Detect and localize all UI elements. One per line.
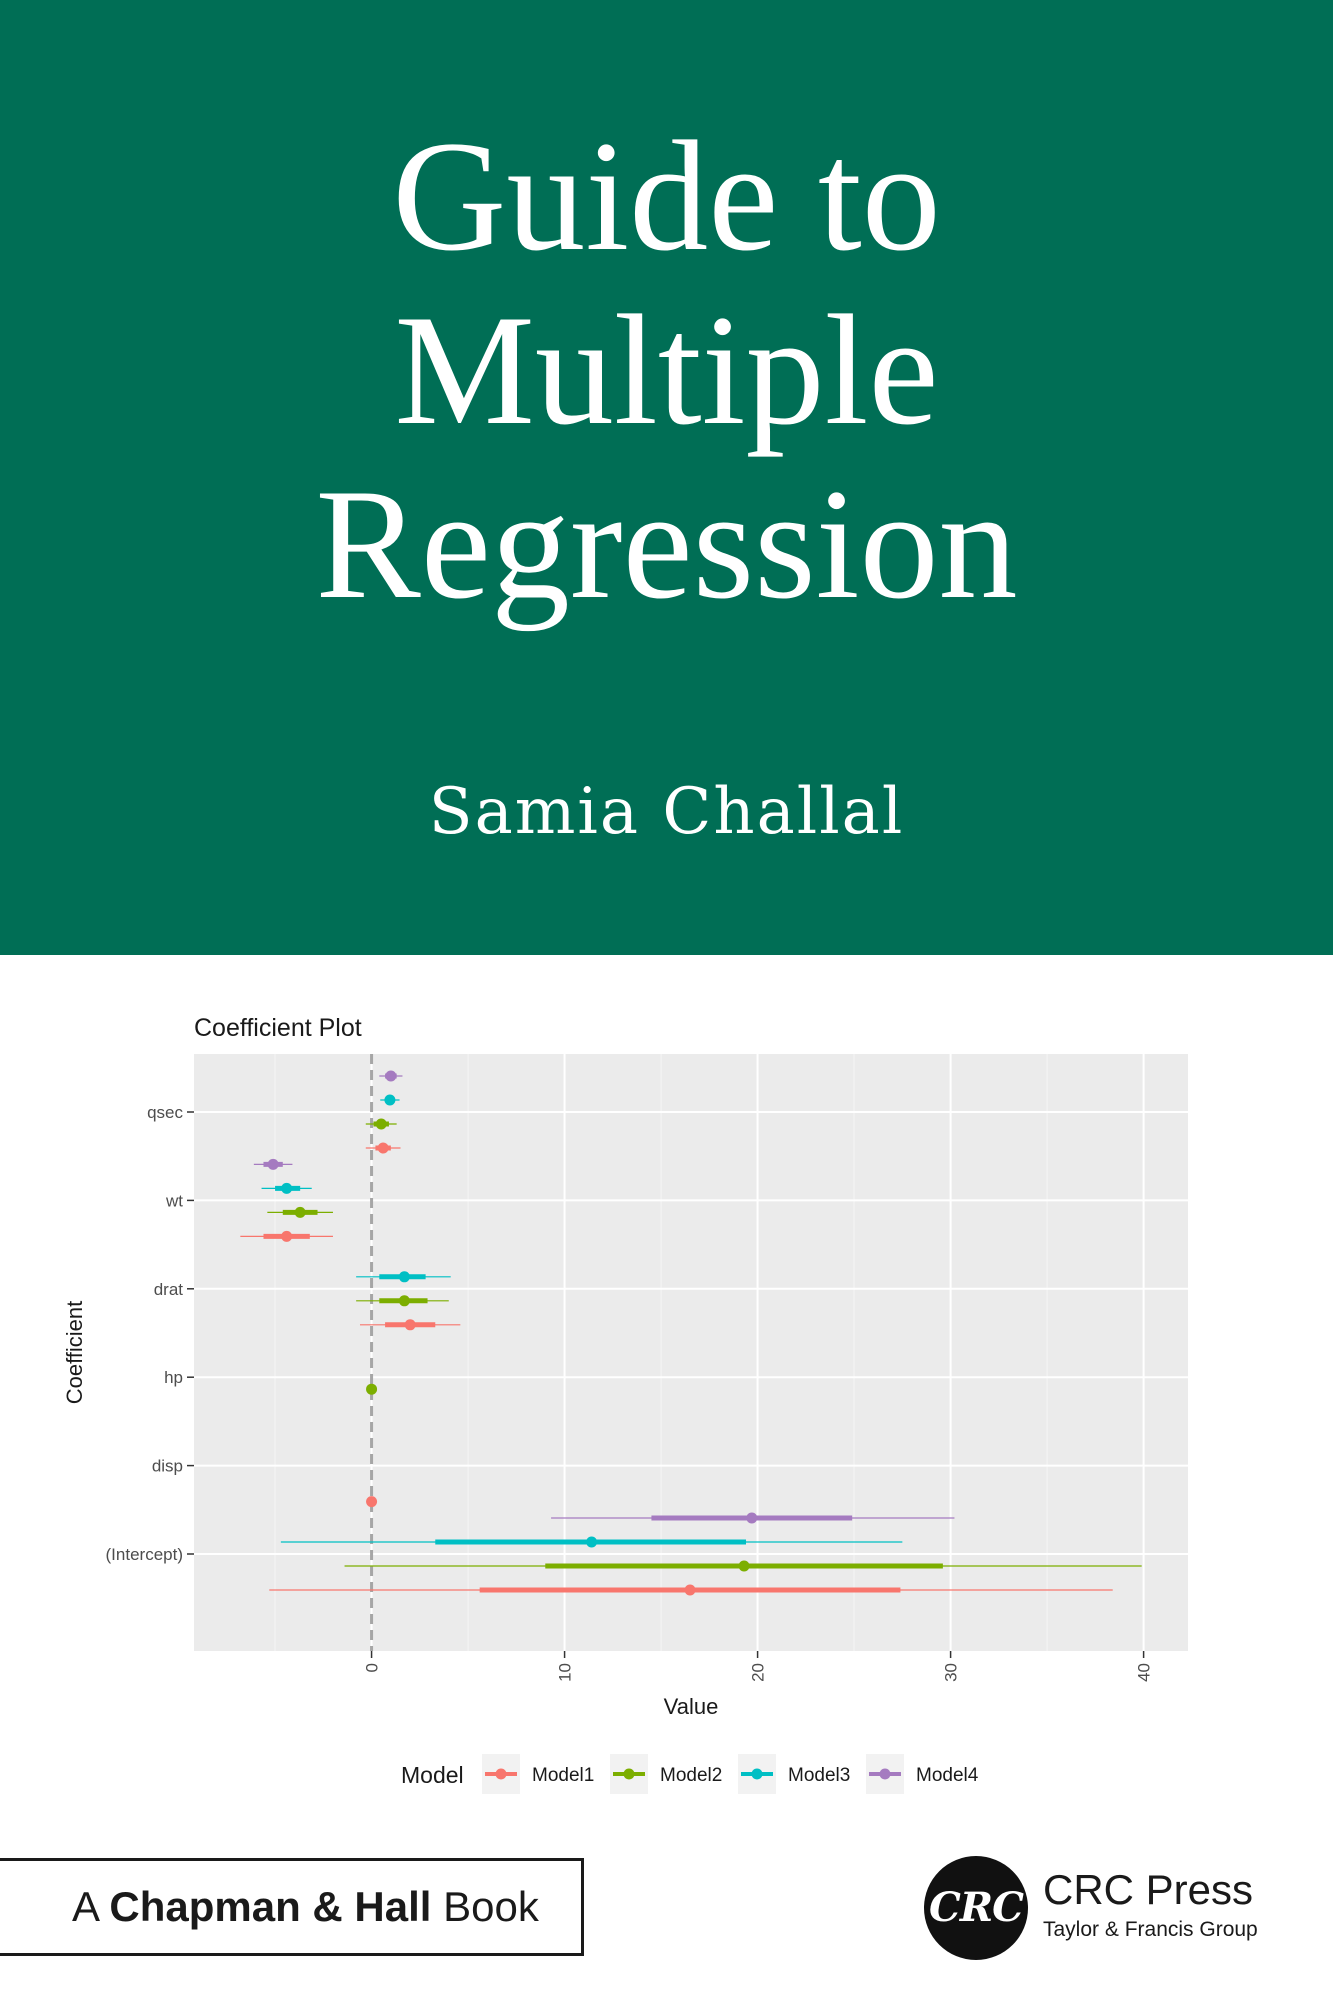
title-line-1: Guide to [392, 109, 941, 284]
estimate-point [384, 1094, 396, 1106]
legend-label: Model4 [916, 1765, 979, 1786]
series-suffix: Book [443, 1883, 539, 1930]
y-tick-label: (Intercept) [106, 1545, 183, 1564]
legend-key-point [623, 1768, 635, 1780]
estimate-point [375, 1118, 387, 1130]
y-tick-label: disp [152, 1457, 183, 1476]
estimate-point [366, 1383, 378, 1395]
estimate-point [586, 1536, 598, 1548]
estimate-point [377, 1142, 389, 1154]
estimate-point [404, 1319, 416, 1331]
series-box: A Chapman & Hall Book [0, 1858, 584, 1956]
crc-logo-icon: CRC [924, 1856, 1028, 1960]
x-tick-label: 20 [749, 1663, 768, 1682]
estimate-point [267, 1158, 279, 1170]
publisher-name: CRC Press [1043, 1866, 1254, 1913]
x-tick-label: 30 [942, 1663, 961, 1682]
cover-band: Guide to Multiple Regression Samia Chall… [0, 0, 1333, 955]
x-tick-label: 40 [1135, 1663, 1154, 1682]
x-tick-label: 0 [363, 1663, 382, 1672]
y-tick-label: hp [164, 1368, 183, 1387]
estimate-point [281, 1182, 293, 1194]
estimate-point [294, 1206, 306, 1218]
plot-panel [194, 1054, 1188, 1651]
x-tick-label: 10 [556, 1663, 575, 1682]
publisher-subtitle: Taylor & Francis Group [1043, 1918, 1258, 1941]
author-name: Samia Challal [428, 775, 905, 849]
x-axis-title: Value [664, 1694, 719, 1719]
y-tick-label: wt [165, 1191, 183, 1210]
estimate-point [398, 1271, 410, 1283]
estimate-point [398, 1295, 410, 1307]
series-prefix: A [72, 1883, 98, 1930]
legend-key-point [879, 1768, 891, 1780]
legend-key-point [751, 1768, 763, 1780]
estimate-point [366, 1496, 378, 1508]
estimate-point [746, 1512, 758, 1524]
crc-logo-text: CRC [929, 1884, 1024, 1931]
legend-label: Model3 [788, 1765, 850, 1786]
legend-title: Model [401, 1762, 464, 1788]
y-tick-label: qsec [147, 1103, 183, 1122]
chart-title: Coefficient Plot [194, 1014, 362, 1042]
estimate-point [385, 1070, 397, 1082]
y-axis-title: Coefficient [62, 1301, 87, 1405]
coefficient-plot: Coefficient Plot (Intercept) disp hp drat wt q… [62, 1014, 1188, 1794]
y-tick-label: drat [154, 1280, 184, 1299]
legend-key-point [495, 1768, 507, 1780]
legend-label: Model1 [532, 1765, 594, 1786]
title-line-3: Regression [315, 457, 1018, 632]
estimate-point [738, 1560, 750, 1572]
legend-label: Model2 [660, 1765, 722, 1786]
title-line-2: Multiple [394, 283, 939, 458]
series-label: A Chapman & Hall Book [72, 1883, 539, 1931]
estimate-point [281, 1230, 293, 1242]
series-bold: Chapman & Hall [109, 1883, 432, 1930]
estimate-point [684, 1584, 696, 1596]
